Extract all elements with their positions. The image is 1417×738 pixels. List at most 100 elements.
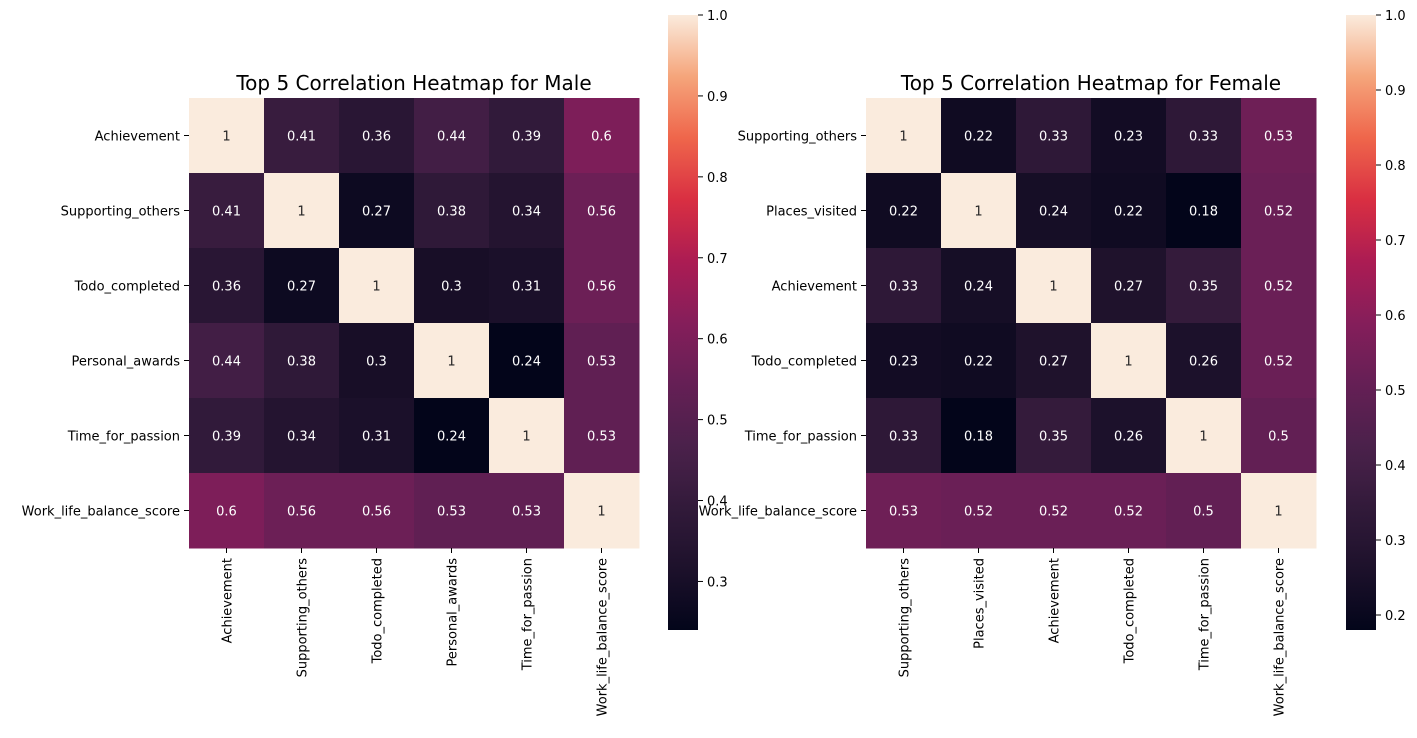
heatmap-cell [1016, 98, 1092, 174]
heatmap-cell [414, 248, 490, 324]
colorbar-tick-label: 0.9 [707, 90, 728, 105]
cell-value-label: 0.38 [437, 205, 466, 220]
colorbar-tick-label: 0.5 [707, 414, 728, 429]
heatmap-cell [866, 248, 942, 324]
cell-value-label: 0.24 [512, 355, 541, 370]
cell-value-label: 0.52 [1039, 505, 1068, 520]
heatmap-cell [264, 173, 340, 249]
cell-value-label: 0.22 [1114, 205, 1143, 220]
cell-value-label: 0.53 [889, 505, 918, 520]
cell-value-label: 0.3 [366, 355, 387, 370]
cell-value-label: 0.52 [1264, 355, 1293, 370]
cell-value-label: 1 [447, 355, 455, 370]
x-tick-label: Personal_awards [446, 558, 461, 667]
heatmap-cell [339, 173, 415, 249]
x-tick-label: Todo_completed [371, 558, 386, 664]
cell-value-label: 1 [597, 505, 605, 520]
heatmap-cell [339, 398, 415, 474]
heatmap-cell [564, 248, 640, 324]
cell-value-label: 0.6 [216, 505, 237, 520]
heatmap-cell [941, 98, 1017, 174]
cell-value-label: 0.5 [1193, 505, 1214, 520]
cell-value-label: 0.52 [1264, 280, 1293, 295]
heatmap-cell [1016, 473, 1092, 549]
cell-value-label: 0.39 [512, 130, 541, 145]
colorbar [1346, 15, 1376, 630]
heatmap-cell [339, 248, 415, 324]
heatmap-cell [1166, 248, 1242, 324]
cell-value-label: 0.6 [591, 130, 612, 145]
cell-value-label: 0.33 [889, 430, 918, 445]
heatmap-cell [866, 323, 942, 399]
heatmap-cell [414, 98, 490, 174]
cell-value-label: 0.23 [889, 355, 918, 370]
heatmap-cell [941, 173, 1017, 249]
heatmap-cell [941, 473, 1017, 549]
x-tick-label: Time_for_passion [521, 558, 536, 671]
cell-value-label: 1 [372, 280, 380, 295]
heatmap-cell [489, 98, 565, 174]
x-tick-label: Achievement [221, 558, 236, 643]
heatmap-cell [264, 398, 340, 474]
cell-value-label: 0.31 [512, 280, 541, 295]
heatmap-cell [489, 473, 565, 549]
cell-value-label: 0.23 [1114, 130, 1143, 145]
heatmap-cell [866, 473, 942, 549]
cell-value-label: 1 [1199, 430, 1207, 445]
y-tick-label: Work_life_balance_score [699, 505, 857, 520]
cell-value-label: 0.22 [889, 205, 918, 220]
cell-value-label: 0.35 [1189, 280, 1218, 295]
heatmap-cell [1241, 98, 1317, 174]
heatmap-cell [941, 323, 1017, 399]
cell-value-label: 0.39 [212, 430, 241, 445]
heatmap-cell [1166, 173, 1242, 249]
cell-value-label: 0.27 [287, 280, 316, 295]
heatmap-cell [564, 173, 640, 249]
heatmap-cell [1091, 173, 1167, 249]
cell-value-label: 0.5 [1268, 430, 1289, 445]
x-tick-label: Todo_completed [1123, 558, 1138, 664]
colorbar-tick-label: 0.9 [1385, 84, 1406, 99]
heatmap-female: Top 5 Correlation Heatmap for Female 1 0.2… [699, 9, 1406, 716]
cell-value-label: 0.27 [1114, 280, 1143, 295]
y-tick-label: Supporting_others [61, 205, 181, 220]
cell-value-label: 0.56 [587, 205, 616, 220]
cell-value-label: 0.56 [287, 505, 316, 520]
y-tick-label: Achievement [95, 130, 180, 145]
heatmap-cell [1091, 473, 1167, 549]
cell-value-label: 0.53 [587, 430, 616, 445]
heatmap-cell [264, 98, 340, 174]
heatmap-cell [414, 173, 490, 249]
cell-value-label: 0.52 [1114, 505, 1143, 520]
cell-value-label: 1 [297, 205, 305, 220]
colorbar-tick-label: 1.0 [707, 9, 728, 24]
cell-value-label: 1 [1049, 280, 1057, 295]
heatmap-cell [1241, 473, 1317, 549]
cell-value-label: 0.18 [1189, 205, 1218, 220]
cell-value-label: 0.24 [964, 280, 993, 295]
colorbar-tick-label: 0.8 [1385, 159, 1406, 174]
cell-value-label: 0.53 [437, 505, 466, 520]
heatmap-cell [564, 323, 640, 399]
cell-value-label: 1 [974, 205, 982, 220]
cell-value-label: 0.52 [964, 505, 993, 520]
heatmap-cell [339, 473, 415, 549]
cell-value-label: 0.26 [1189, 355, 1218, 370]
colorbar-tick-label: 0.6 [1385, 309, 1406, 324]
colorbar-tick-label: 0.4 [1385, 459, 1406, 474]
heatmap-cell [866, 173, 942, 249]
heatmap-cell [189, 473, 265, 549]
heatmap-cell [866, 398, 942, 474]
heatmap-cell [1241, 323, 1317, 399]
heatmap-cell [1241, 248, 1317, 324]
heatmap-cell [1091, 248, 1167, 324]
heatmap-cell [189, 248, 265, 324]
cell-value-label: 1 [1274, 505, 1282, 520]
cell-value-label: 0.35 [1039, 430, 1068, 445]
chart-title: Top 5 Correlation Heatmap for Male [235, 71, 591, 95]
cell-value-label: 1 [522, 430, 530, 445]
heatmap-cell [414, 398, 490, 474]
x-tick-label: Supporting_others [296, 558, 311, 678]
heatmap-cell [1016, 398, 1092, 474]
